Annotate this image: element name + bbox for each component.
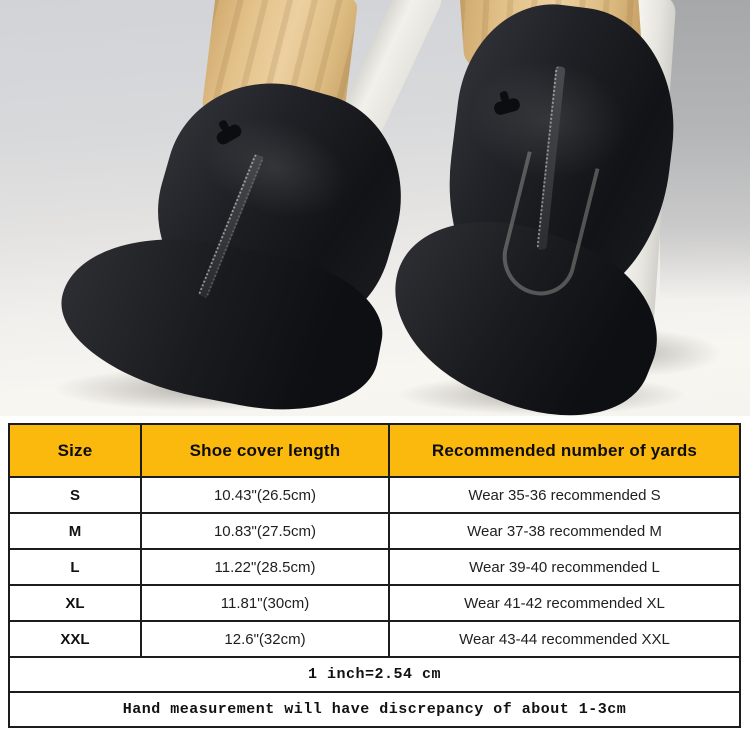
table-row-xl: XL 11.81"(30cm) Wear 41-42 recommended X… — [8, 584, 741, 622]
length-cell: 10.83"(27.5cm) — [140, 512, 390, 550]
length-cell: 11.22"(28.5cm) — [140, 548, 390, 586]
product-photo — [0, 0, 750, 416]
table-note-row: 1 inch=2.54 cm — [8, 656, 741, 693]
size-cell: L — [8, 548, 142, 586]
recommended-cell: Wear 39-40 recommended L — [388, 548, 741, 586]
size-cell: S — [8, 476, 142, 514]
header-size: Size — [8, 423, 142, 478]
size-cell: XL — [8, 584, 142, 622]
size-chart-table: Size Shoe cover length Recommended numbe… — [8, 423, 741, 728]
table-header-row: Size Shoe cover length Recommended numbe… — [8, 423, 741, 478]
note-inch-conversion: 1 inch=2.54 cm — [8, 656, 741, 693]
header-recommended-yards: Recommended number of yards — [388, 423, 741, 478]
recommended-cell: Wear 35-36 recommended S — [388, 476, 741, 514]
table-row-s: S 10.43"(26.5cm) Wear 35-36 recommended … — [8, 476, 741, 514]
table-row-m: M 10.83"(27.5cm) Wear 37-38 recommended … — [8, 512, 741, 550]
recommended-cell: Wear 41-42 recommended XL — [388, 584, 741, 622]
size-cell: XXL — [8, 620, 142, 658]
recommended-cell: Wear 37-38 recommended M — [388, 512, 741, 550]
size-cell: M — [8, 512, 142, 550]
table-note-row: Hand measurement will have discrepancy o… — [8, 691, 741, 728]
recommended-cell: Wear 43-44 recommended XXL — [388, 620, 741, 658]
header-shoe-cover-length: Shoe cover length — [140, 423, 390, 478]
length-cell: 10.43"(26.5cm) — [140, 476, 390, 514]
background-wall-shadow — [660, 0, 750, 300]
table-row-xxl: XXL 12.6"(32cm) Wear 43-44 recommended X… — [8, 620, 741, 658]
length-cell: 11.81"(30cm) — [140, 584, 390, 622]
table-row-l: L 11.22"(28.5cm) Wear 39-40 recommended … — [8, 548, 741, 586]
length-cell: 12.6"(32cm) — [140, 620, 390, 658]
note-measurement-discrepancy: Hand measurement will have discrepancy o… — [8, 691, 741, 728]
